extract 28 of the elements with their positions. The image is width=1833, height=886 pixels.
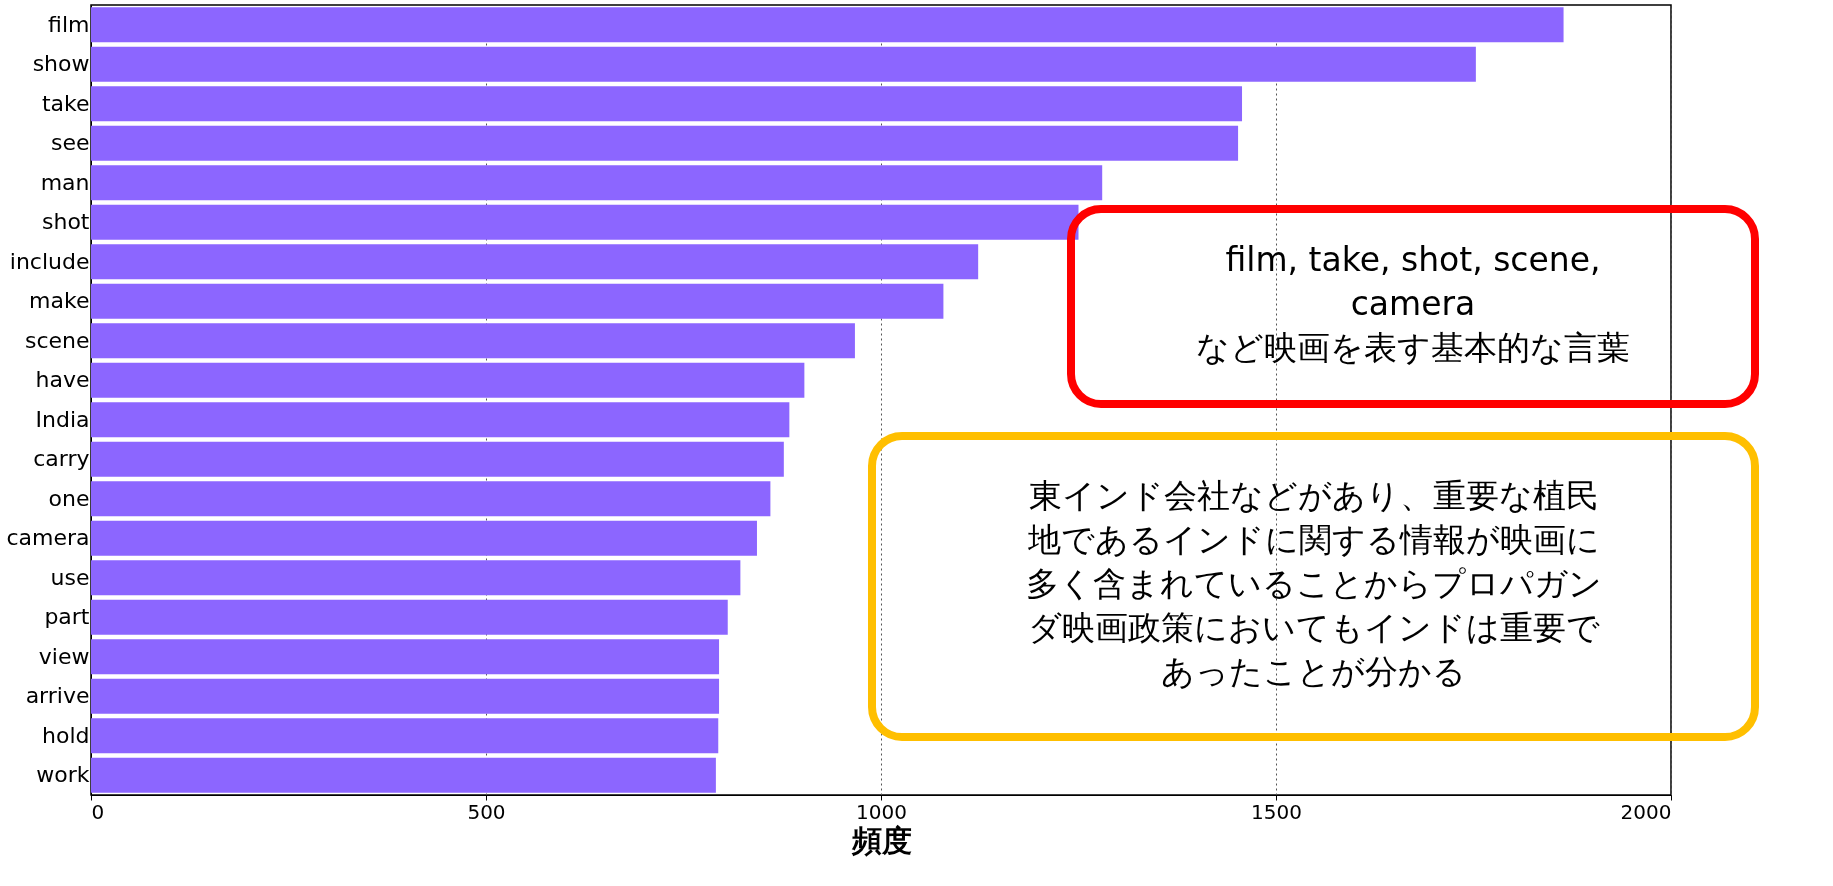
y-tick-label: view [38,643,90,669]
y-tick-label: scene [24,327,90,353]
y-tick-label: have [35,367,90,393]
y-tick-label: make [29,288,90,314]
x-tick-label: 1000 [856,799,907,824]
y-tick-label: part [44,604,90,630]
y-tick-label: arrive [25,683,90,709]
y-tick-label: see [50,130,90,156]
y-tick-label: use [50,564,90,590]
y-tick-label: take [41,90,90,116]
y-tick-label: include [9,248,90,274]
annotation: film, take, shot, scene, camera など映画を表す基本的な言葉 [1196,239,1630,367]
y-tick-label: work [36,762,90,788]
y-tick-label: camera [6,525,90,551]
x-tick-label: 2000 [1620,799,1672,824]
y-tick-label: carry [33,446,90,472]
y-tick-label: hold [42,722,90,748]
x-tick-label: 0 [91,799,105,824]
annotation: 東インド会社などがあり、重要な植民地であるインドに関する情報が映画に多く含まれていることからプロパガンダ映画政策においてもインドは重要であったことが分かる [1025,475,1602,691]
y-tick-label: shot [42,209,90,235]
y-tick-label: show [32,51,90,77]
x-tick-label: 1500 [1251,799,1302,824]
x-axis-title: 頻度 [850,822,912,858]
y-tick-label: film [48,11,90,37]
x-tick-label: 500 [467,799,506,824]
y-tick-label: India [35,406,90,432]
y-tick-label: man [40,169,90,195]
y-tick-label: one [48,485,90,511]
